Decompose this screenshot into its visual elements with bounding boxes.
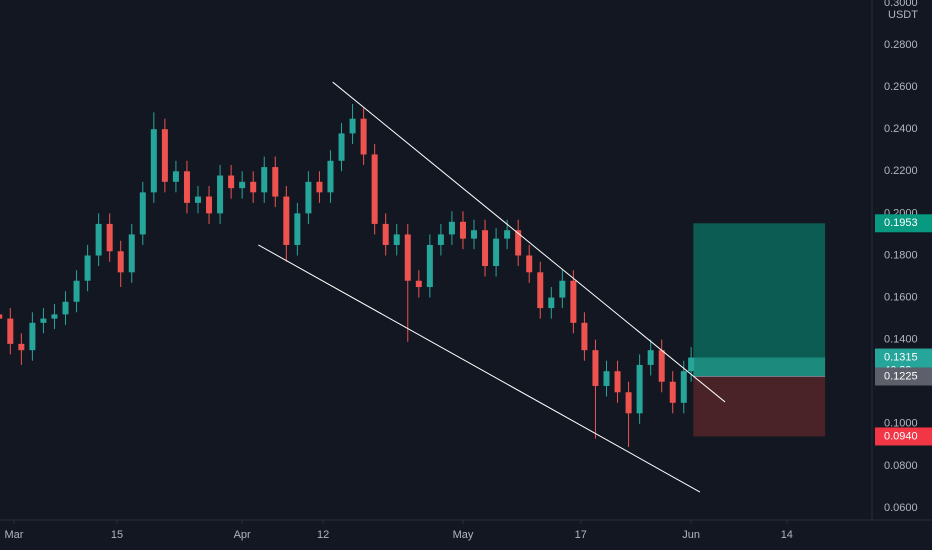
candle-body	[128, 234, 135, 273]
candle-body	[382, 223, 389, 245]
target-zone	[693, 223, 826, 377]
y-tick-label: 0.1400	[884, 334, 918, 346]
candle-body	[7, 318, 14, 344]
candle-body	[592, 350, 599, 386]
target-price-label-box	[875, 214, 932, 233]
candle-body	[658, 350, 665, 382]
candle-body	[95, 223, 102, 256]
candle-body	[272, 167, 279, 197]
candle-body	[217, 175, 224, 214]
candle-body	[62, 301, 69, 315]
candle-body	[471, 230, 478, 239]
candle-body	[327, 160, 334, 193]
candle-body	[415, 280, 422, 288]
y-tick-label: 0.1800	[884, 249, 918, 261]
candle-body	[206, 196, 213, 214]
candle-body	[636, 364, 643, 414]
candle-body	[437, 234, 444, 245]
last-price-label: 0.1315	[884, 351, 918, 363]
candle-body	[73, 280, 80, 302]
x-tick-label: Mar	[5, 529, 24, 541]
x-tick-label: 17	[575, 529, 587, 541]
candle-body	[283, 196, 290, 245]
candle-body	[482, 230, 489, 266]
y-tick-label: 0.1000	[884, 418, 918, 430]
candle-body	[106, 223, 113, 252]
open-profit	[693, 357, 826, 377]
y-tick-label: 0.2200	[884, 165, 918, 177]
candle-body	[493, 238, 500, 266]
x-tick-label: May	[453, 529, 474, 541]
candle-body	[261, 167, 268, 193]
candle-body	[29, 322, 36, 351]
x-tick-label: Apr	[234, 529, 251, 541]
candle-body	[150, 129, 157, 193]
stop-zone	[693, 376, 826, 437]
y-tick-label: 0.3000	[884, 0, 918, 9]
candle-body	[228, 175, 235, 189]
candle-body	[680, 371, 687, 403]
candle-body	[294, 213, 301, 245]
candle-body	[570, 280, 577, 323]
candle-body	[360, 118, 367, 155]
candle-body	[581, 322, 588, 351]
candle-body	[459, 221, 466, 239]
candle-body	[183, 171, 190, 203]
candle-body	[40, 318, 47, 323]
candle-body	[161, 129, 168, 182]
candle-body	[404, 234, 411, 281]
candle-body	[537, 272, 544, 309]
trendline	[258, 244, 701, 493]
candle-body	[316, 181, 323, 193]
candle-body	[669, 381, 676, 403]
candle-body	[84, 255, 91, 281]
candle-body	[625, 392, 632, 414]
candle-body	[172, 171, 179, 182]
candle-body	[305, 181, 312, 214]
candle-body	[250, 181, 257, 193]
entry-price-label: 0.1225	[884, 370, 918, 382]
candle-body	[371, 154, 378, 224]
candle-body	[18, 343, 25, 351]
candle-body	[349, 118, 356, 134]
candle-body	[515, 230, 522, 256]
y-tick-label: 0.2600	[884, 81, 918, 93]
candle-body	[647, 350, 654, 365]
candle-body	[504, 230, 511, 239]
y-tick-label: 0.1600	[884, 291, 918, 303]
candle-body	[239, 181, 246, 189]
stop-price-label-box	[875, 427, 932, 446]
candle-body	[117, 251, 124, 273]
target-price-label: 0.1953	[884, 217, 918, 229]
x-tick-label: Jun	[682, 529, 700, 541]
candle-body	[426, 244, 433, 288]
y-tick-label: 0.0600	[884, 502, 918, 514]
y-tick-label: 0.0800	[884, 460, 918, 472]
candle-body	[139, 192, 146, 235]
candle-body	[559, 280, 566, 298]
x-tick-label: 15	[111, 529, 123, 541]
candle-body	[603, 371, 610, 386]
candle-body	[614, 371, 621, 393]
candle-body	[548, 297, 555, 309]
y-tick-label: 0.2400	[884, 123, 918, 135]
candle-body	[526, 255, 533, 273]
x-tick-label: 12	[317, 529, 329, 541]
candle-body	[393, 234, 400, 245]
candle-body	[51, 314, 58, 319]
stop-price-label: 0.0940	[884, 430, 918, 442]
candle-body	[0, 314, 3, 319]
y-tick-label: 0.2800	[884, 39, 918, 51]
entry-price-label-box	[875, 367, 932, 386]
candle-body	[338, 133, 345, 161]
x-tick-label: 14	[781, 529, 793, 541]
trendline	[332, 81, 726, 403]
candle-body	[194, 196, 201, 203]
candle-body	[688, 357, 695, 372]
candle-body	[448, 221, 455, 235]
currency-label: USDT	[888, 9, 918, 21]
